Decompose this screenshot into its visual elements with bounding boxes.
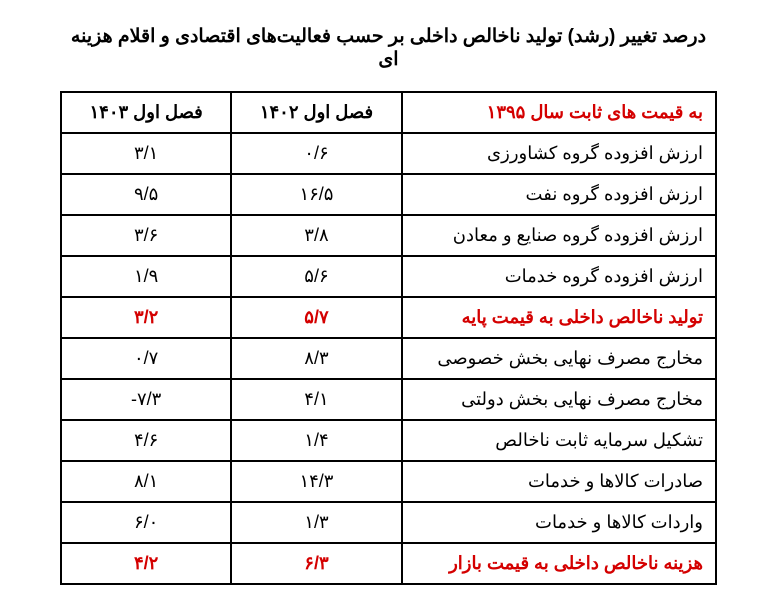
row-value-1402: ۶/۳: [231, 543, 401, 584]
row-value-1403: ۴/۶: [61, 420, 231, 461]
row-label: تشکیل سرمایه ثابت ناخالص: [402, 420, 716, 461]
row-value-1402: ۱/۳: [231, 502, 401, 543]
row-label: ارزش افزوده گروه نفت: [402, 174, 716, 215]
row-value-1403: ۳/۲: [61, 297, 231, 338]
row-value-1403: ۱/۹: [61, 256, 231, 297]
row-value-1403: ۳/۶: [61, 215, 231, 256]
table-body: ارزش افزوده گروه کشاورزی۰/۶۳/۱ارزش افزود…: [61, 133, 716, 584]
row-label: تولید ناخالص داخلی به قیمت پایه: [402, 297, 716, 338]
table-row: صادرات کالاها و خدمات۱۴/۳۸/۱: [61, 461, 716, 502]
header-col-1403: فصل اول ۱۴۰۳: [61, 92, 231, 133]
table-row: مخارج مصرف نهایی بخش خصوصی۸/۳۰/۷: [61, 338, 716, 379]
row-label: صادرات کالاها و خدمات: [402, 461, 716, 502]
table-row: تشکیل سرمایه ثابت ناخالص۱/۴۴/۶: [61, 420, 716, 461]
row-value-1402: ۸/۳: [231, 338, 401, 379]
row-value-1403: ۰/۷: [61, 338, 231, 379]
table-row: ارزش افزوده گروه کشاورزی۰/۶۳/۱: [61, 133, 716, 174]
row-label: ارزش افزوده گروه کشاورزی: [402, 133, 716, 174]
row-value-1402: ۵/۶: [231, 256, 401, 297]
row-value-1402: ۴/۱: [231, 379, 401, 420]
table-row: ارزش افزوده گروه خدمات۵/۶۱/۹: [61, 256, 716, 297]
row-value-1403: ۳/۱: [61, 133, 231, 174]
gdp-table: به قیمت های ثابت سال ۱۳۹۵ فصل اول ۱۴۰۲ ف…: [60, 91, 717, 585]
row-label: مخارج مصرف نهایی بخش خصوصی: [402, 338, 716, 379]
row-label: ارزش افزوده گروه صنایع و معادن: [402, 215, 716, 256]
row-value-1403: -۷/۳: [61, 379, 231, 420]
row-value-1403: ۹/۵: [61, 174, 231, 215]
header-label: به قیمت های ثابت سال ۱۳۹۵: [402, 92, 716, 133]
table-header-row: به قیمت های ثابت سال ۱۳۹۵ فصل اول ۱۴۰۲ ف…: [61, 92, 716, 133]
row-value-1402: ۱/۴: [231, 420, 401, 461]
row-value-1402: ۱۴/۳: [231, 461, 401, 502]
row-label: واردات کالاها و خدمات: [402, 502, 716, 543]
table-row: مخارج مصرف نهایی بخش دولتی۴/۱-۷/۳: [61, 379, 716, 420]
row-value-1403: ۶/۰: [61, 502, 231, 543]
table-row: ارزش افزوده گروه نفت۱۶/۵۹/۵: [61, 174, 716, 215]
row-value-1403: ۴/۲: [61, 543, 231, 584]
table-row: هزینه ناخالص داخلی به قیمت بازار۶/۳۴/۲: [61, 543, 716, 584]
row-value-1402: ۵/۷: [231, 297, 401, 338]
row-label: مخارج مصرف نهایی بخش دولتی: [402, 379, 716, 420]
row-value-1402: ۳/۸: [231, 215, 401, 256]
table-row: واردات کالاها و خدمات۱/۳۶/۰: [61, 502, 716, 543]
page-title: درصد تغییر (رشد) تولید ناخالص داخلی بر ح…: [60, 25, 717, 71]
table-row: ارزش افزوده گروه صنایع و معادن۳/۸۳/۶: [61, 215, 716, 256]
table-row: تولید ناخالص داخلی به قیمت پایه۵/۷۳/۲: [61, 297, 716, 338]
row-label: هزینه ناخالص داخلی به قیمت بازار: [402, 543, 716, 584]
row-label: ارزش افزوده گروه خدمات: [402, 256, 716, 297]
row-value-1403: ۸/۱: [61, 461, 231, 502]
header-col-1402: فصل اول ۱۴۰۲: [231, 92, 401, 133]
row-value-1402: ۱۶/۵: [231, 174, 401, 215]
row-value-1402: ۰/۶: [231, 133, 401, 174]
